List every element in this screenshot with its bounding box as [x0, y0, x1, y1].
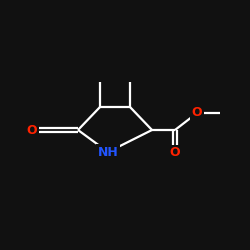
Text: NH: NH [98, 146, 118, 158]
Text: O: O [170, 146, 180, 160]
Text: O: O [192, 106, 202, 120]
Text: O: O [27, 124, 37, 136]
